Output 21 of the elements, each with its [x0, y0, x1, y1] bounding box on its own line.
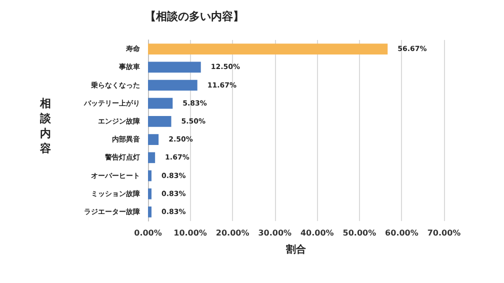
x-tick-label: 70.00% — [427, 228, 461, 238]
x-tick-label: 0.00% — [134, 228, 162, 238]
bar — [148, 44, 388, 54]
bar — [148, 98, 173, 109]
bar — [148, 134, 159, 145]
bar — [148, 62, 201, 73]
x-tick-label: 50.00% — [342, 228, 376, 238]
bar — [148, 188, 152, 200]
bar — [148, 170, 152, 182]
x-tick-label: 40.00% — [300, 228, 334, 238]
x-axis-title: 割合 — [285, 244, 307, 256]
bar — [148, 80, 198, 91]
bar — [148, 116, 172, 127]
x-tick-label: 30.00% — [258, 228, 292, 238]
x-tick-label: 20.00% — [216, 228, 250, 238]
y-axis-title: 相談内容 — [39, 97, 52, 155]
chart-title: 【相談の多い内容】 — [145, 10, 244, 23]
x-tick-label: 10.00% — [174, 228, 207, 238]
bar — [148, 206, 152, 218]
bar — [148, 152, 156, 164]
x-tick-label: 60.00% — [385, 228, 418, 238]
